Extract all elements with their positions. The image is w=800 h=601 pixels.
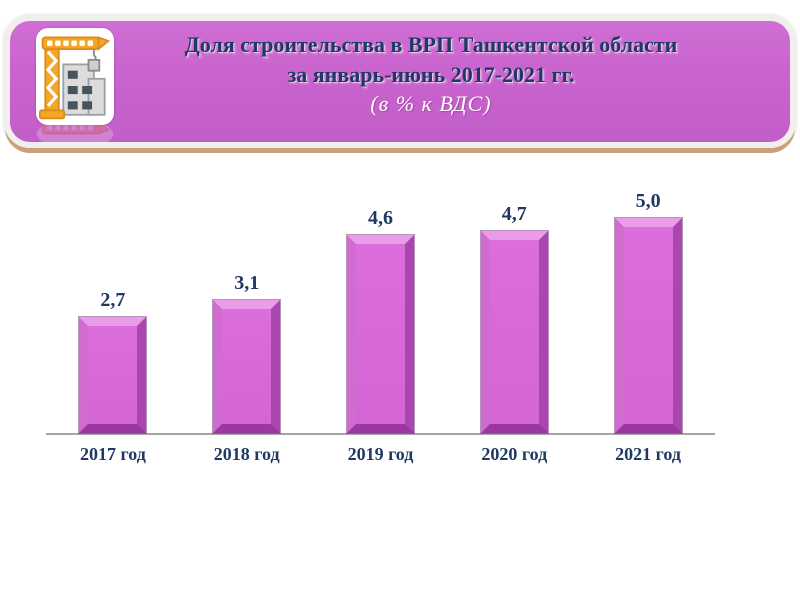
chart-title-line3: (в % к ВДС)	[370, 91, 492, 116]
bar-value-label: 2,7	[100, 289, 126, 311]
x-axis-label: 2021 год	[615, 444, 681, 464]
chart-title-line2: за январь-июнь 2017-2021 гг.	[287, 62, 575, 87]
bar-2019	[345, 234, 415, 434]
crane-building-icon	[36, 28, 114, 125]
bar-value-label: 5,0	[635, 190, 661, 212]
bar-2017	[78, 316, 148, 434]
bar-value-label: 4,7	[501, 203, 527, 225]
chart-title-line1: Доля строительства в ВРП Ташкентской обл…	[184, 32, 678, 57]
bar-2021	[613, 217, 683, 434]
x-axis-label: 2018 год	[213, 444, 280, 464]
x-axis-labels: 2017 год 2018 год 2019 год 2020 год 2021 год	[46, 444, 715, 465]
chart-title-block: Доля строительства в ВРП Ташкентской обл…	[116, 30, 746, 117]
bar-2018	[212, 299, 282, 434]
bar-chart: 2,7 3,1 4,6 4,7 5,0 2017 год 2018 год 2019 год…	[46, 178, 715, 465]
x-axis-label: 2017 год	[79, 444, 146, 464]
bar-group: 3,1	[180, 178, 314, 434]
x-axis-label: 2020 год	[481, 444, 548, 464]
bar-group: 2,7	[46, 178, 180, 434]
header-panel: Доля строительства в ВРП Ташкентской обл…	[4, 15, 796, 148]
icon-reflection	[36, 125, 114, 143]
x-axis-label: 2019 год	[347, 444, 414, 464]
crane-building-icon	[36, 125, 114, 143]
bar-2020	[479, 230, 549, 434]
bar-group: 4,6	[314, 178, 448, 434]
bar-value-label: 4,6	[367, 207, 393, 229]
bar-group: 5,0	[581, 178, 715, 434]
construction-crane-icon	[36, 28, 114, 143]
bar-group: 4,7	[447, 178, 581, 434]
plot-area: 2,7 3,1 4,6 4,7 5,0	[46, 178, 715, 435]
bar-value-label: 3,1	[234, 272, 260, 294]
